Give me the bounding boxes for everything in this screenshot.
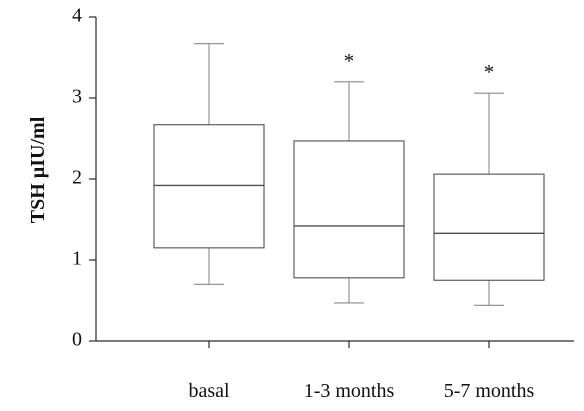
box-group: [153, 43, 265, 285]
y-tick-label: 4: [72, 5, 82, 27]
significance-marker: *: [484, 60, 495, 84]
y-tick-label: 2: [72, 167, 82, 189]
y-tick-label: 0: [72, 329, 82, 351]
significance-marker: *: [344, 49, 355, 73]
x-category-label: 1-3 months: [304, 380, 395, 402]
interquartile-box: [293, 140, 405, 279]
boxes-layer: [153, 43, 545, 306]
y-tick-label: 3: [72, 86, 82, 108]
labels-layer: 0 1 2 3 4 basal * 1-3 months * 5-7 months: [72, 5, 534, 402]
interquartile-box: [433, 173, 545, 281]
interquartile-box: [153, 124, 265, 249]
box-group: [293, 81, 405, 304]
x-category-label: basal: [188, 380, 230, 402]
box-group: [433, 92, 545, 306]
y-axis-label: TSH µIU/ml: [27, 116, 49, 223]
y-tick-label: 1: [72, 248, 82, 270]
axes: [89, 16, 574, 348]
x-category-label: 5-7 months: [444, 380, 535, 402]
